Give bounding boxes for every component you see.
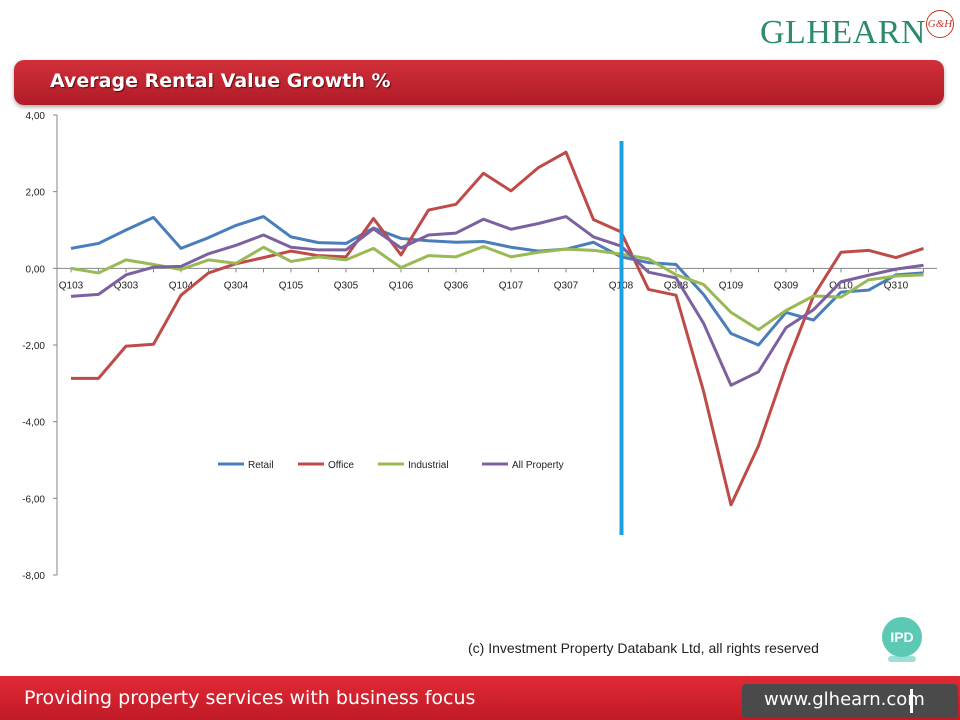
x-tick-label: Q305 xyxy=(334,280,359,291)
series-line-retail xyxy=(70,215,924,347)
url-divider xyxy=(910,689,913,713)
ipd-logo-base xyxy=(888,656,916,662)
x-tick-label: Q109 xyxy=(719,280,744,291)
y-tick-label: -8,00 xyxy=(22,571,45,582)
x-tick-label: Q310 xyxy=(884,280,909,291)
series-line-all-property xyxy=(70,215,924,387)
page-title: Average Rental Value Growth % xyxy=(50,70,391,92)
x-tick-label: Q309 xyxy=(774,280,799,291)
legend-label: Retail xyxy=(248,460,274,471)
x-tick-label: Q110 xyxy=(829,280,853,291)
y-tick-label: 0,00 xyxy=(26,264,46,275)
legend-label: Industrial xyxy=(408,460,449,471)
x-tick-label: Q307 xyxy=(554,280,579,291)
ipd-logo-badge: IPD xyxy=(882,617,922,657)
x-tick-label: Q306 xyxy=(444,280,469,291)
company-logo: GLHEARN G&H xyxy=(760,10,960,60)
title-banner: Average Rental Value Growth % xyxy=(14,60,944,105)
x-tick-label: Q103 xyxy=(59,280,84,291)
series-line-office xyxy=(71,150,924,507)
website-url[interactable]: www.glhearn.com xyxy=(764,689,925,710)
footer-tagline: Providing property services with busines… xyxy=(24,687,476,709)
logo-monogram: G&H xyxy=(926,10,954,38)
y-tick-label: 2,00 xyxy=(26,188,46,199)
y-tick-label: -2,00 xyxy=(22,341,45,352)
y-tick-label: -6,00 xyxy=(22,494,45,505)
website-url-box[interactable]: www.glhearn.com xyxy=(742,684,958,718)
series-line-industrial xyxy=(70,244,924,332)
x-tick-label: Q106 xyxy=(389,280,414,291)
logo-wordmark: GLHEARN xyxy=(760,14,926,51)
x-tick-label: Q303 xyxy=(114,280,139,291)
legend-label: All Property xyxy=(512,460,564,471)
copyright-credit: (c) Investment Property Databank Ltd, al… xyxy=(468,640,819,656)
x-tick-label: Q308 xyxy=(664,280,689,291)
x-tick-label: Q105 xyxy=(279,280,304,291)
y-tick-label: 4,00 xyxy=(26,111,46,122)
x-tick-label: Q104 xyxy=(169,280,194,291)
legend-label: Office xyxy=(328,460,354,471)
x-tick-label: Q304 xyxy=(224,280,249,291)
y-tick-label: -4,00 xyxy=(22,418,45,429)
x-tick-label: Q107 xyxy=(499,280,524,291)
